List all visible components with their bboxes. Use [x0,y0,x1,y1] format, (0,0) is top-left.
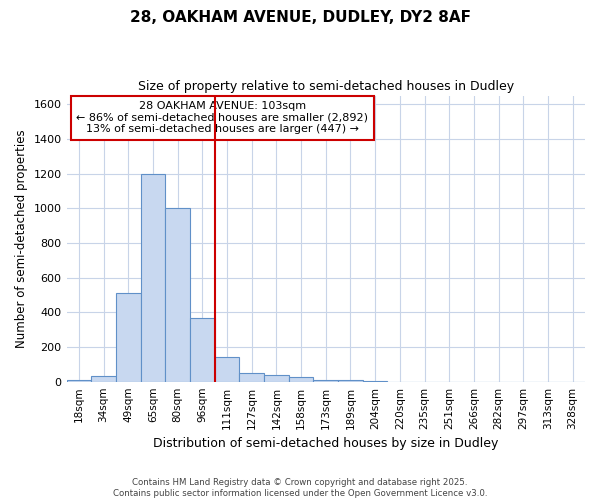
Bar [140,174,165,382]
Bar [116,293,140,382]
Text: 28, OAKHAM AVENUE, DUDLEY, DY2 8AF: 28, OAKHAM AVENUE, DUDLEY, DY2 8AF [130,10,470,25]
Y-axis label: Number of semi-detached properties: Number of semi-detached properties [15,130,28,348]
Bar [91,376,116,382]
Bar [264,374,289,382]
Bar [313,380,338,382]
Bar [190,318,215,382]
Bar [215,358,239,382]
Text: Contains HM Land Registry data © Crown copyright and database right 2025.
Contai: Contains HM Land Registry data © Crown c… [113,478,487,498]
Title: Size of property relative to semi-detached houses in Dudley: Size of property relative to semi-detach… [138,80,514,93]
Bar [67,380,91,382]
X-axis label: Distribution of semi-detached houses by size in Dudley: Distribution of semi-detached houses by … [153,437,499,450]
Bar [239,373,264,382]
Bar [363,381,388,382]
Bar [289,378,313,382]
Bar [165,208,190,382]
Text: 28 OAKHAM AVENUE: 103sqm
← 86% of semi-detached houses are smaller (2,892)
13% o: 28 OAKHAM AVENUE: 103sqm ← 86% of semi-d… [76,102,368,134]
Bar [338,380,363,382]
